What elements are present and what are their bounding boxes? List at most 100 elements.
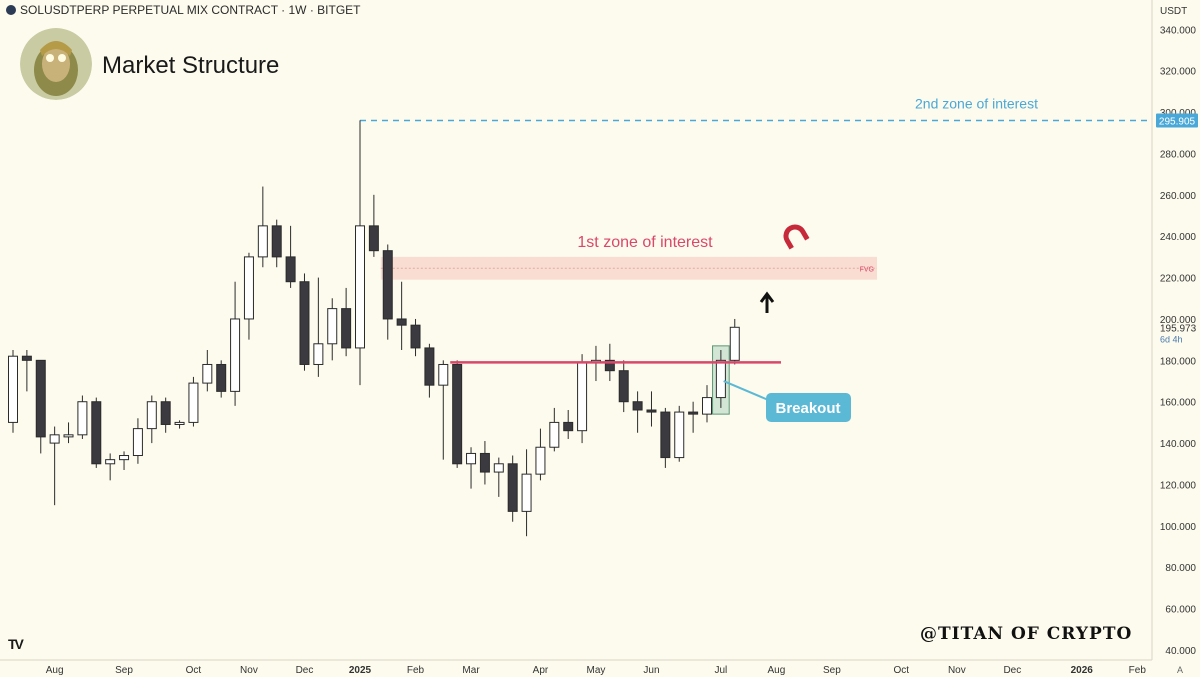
x-tick-label: Oct bbox=[894, 665, 910, 676]
price-level-label: 295.905 bbox=[1159, 117, 1196, 128]
candle-body bbox=[35, 359, 46, 438]
candle-body bbox=[341, 308, 352, 349]
candle-body bbox=[174, 421, 185, 425]
x-tick-label: Aug bbox=[768, 665, 786, 676]
exchange-logo-icon bbox=[6, 5, 16, 15]
candle-body bbox=[21, 355, 32, 361]
candle-body bbox=[77, 401, 88, 436]
x-tick-label: Feb bbox=[407, 665, 425, 676]
candle-body bbox=[452, 363, 463, 465]
x-tick-label: Dec bbox=[1003, 665, 1021, 676]
candle-body bbox=[119, 455, 130, 461]
candle-body bbox=[507, 463, 518, 512]
candle-body bbox=[368, 225, 379, 252]
candle-body bbox=[216, 363, 227, 392]
candle-body bbox=[660, 411, 671, 459]
y-tick-label: 320.000 bbox=[1160, 67, 1197, 78]
candle-body bbox=[299, 281, 310, 365]
candle-body bbox=[674, 411, 685, 459]
candle-body bbox=[535, 446, 546, 475]
y-tick-label: 220.000 bbox=[1160, 274, 1197, 285]
avatar-image bbox=[20, 28, 92, 100]
x-tick-label: Jul bbox=[714, 665, 727, 676]
y-tick-label: 240.000 bbox=[1160, 232, 1197, 243]
breakout-callout bbox=[766, 393, 851, 422]
x-tick-label: Mar bbox=[462, 665, 480, 676]
page-title: Market Structure bbox=[102, 52, 280, 79]
candle-body bbox=[132, 428, 143, 457]
y-tick-label: 160.000 bbox=[1160, 398, 1197, 409]
candle-body bbox=[355, 225, 365, 349]
y-tick-label: 80.000 bbox=[1165, 563, 1196, 574]
price-level-badge bbox=[1156, 113, 1198, 128]
y-tick-label: 100.000 bbox=[1160, 522, 1197, 533]
countdown-label: 6d 4h bbox=[1160, 334, 1183, 344]
candle-body bbox=[424, 347, 435, 386]
candle-body bbox=[8, 355, 18, 423]
y-tick-label: 60.000 bbox=[1165, 605, 1196, 616]
avatar bbox=[20, 28, 92, 100]
candle-body bbox=[549, 421, 560, 448]
y-tick-label: 340.000 bbox=[1160, 25, 1197, 36]
x-tick-label: Feb bbox=[1129, 665, 1147, 676]
x-tick-label: Sep bbox=[115, 665, 133, 676]
candle-body bbox=[729, 326, 740, 361]
x-tick-label: 2026 bbox=[1071, 665, 1094, 676]
current-price-label: 195.973 bbox=[1160, 323, 1197, 334]
y-tick-label: 120.000 bbox=[1160, 480, 1197, 491]
x-tick-label: May bbox=[587, 665, 606, 676]
breakout-label: Breakout bbox=[775, 400, 840, 417]
x-tick-label: Dec bbox=[296, 665, 314, 676]
currency-label: USDT bbox=[1160, 6, 1187, 17]
candle-body bbox=[577, 361, 588, 432]
y-tick-label: 280.000 bbox=[1160, 149, 1197, 160]
x-tick-label: 2025 bbox=[349, 665, 372, 676]
fvg-tag: FVG bbox=[860, 267, 874, 274]
candle-body bbox=[91, 401, 102, 465]
candle-body bbox=[646, 409, 657, 413]
candle-body bbox=[410, 324, 421, 349]
candle-body bbox=[243, 256, 254, 320]
candle-body bbox=[160, 401, 171, 425]
candle-body bbox=[688, 411, 699, 415]
candle-body bbox=[382, 250, 393, 320]
x-tick-label: Sep bbox=[823, 665, 841, 676]
candle-body bbox=[313, 343, 324, 365]
x-tick-label: Nov bbox=[240, 665, 258, 676]
candle-body bbox=[257, 225, 268, 258]
x-tick-label: Nov bbox=[948, 665, 966, 676]
candle-body bbox=[493, 463, 504, 473]
up-arrow-icon bbox=[759, 291, 775, 313]
candle-body bbox=[563, 421, 574, 432]
candle-body bbox=[230, 318, 241, 392]
symbol-line: SOLUSDTPERP PERPETUAL MIX CONTRACT · 1W … bbox=[20, 3, 361, 17]
candle-body bbox=[105, 459, 116, 465]
tradingview-logo[interactable]: TV bbox=[8, 636, 24, 652]
x-tick-label: Jun bbox=[643, 665, 659, 676]
y-tick-label: 200.000 bbox=[1160, 315, 1197, 326]
first-zone-label: 1st zone of interest bbox=[577, 234, 713, 251]
candle-body bbox=[715, 359, 726, 399]
y-tick-label: 180.000 bbox=[1160, 356, 1197, 367]
candle-body bbox=[271, 225, 282, 258]
magnet-icon bbox=[783, 224, 810, 250]
candle-body bbox=[327, 308, 338, 345]
candle-body bbox=[188, 382, 199, 423]
candle-body bbox=[438, 363, 449, 386]
x-tick-label: Oct bbox=[186, 665, 202, 676]
candle-body bbox=[604, 359, 615, 372]
candle-body bbox=[618, 370, 629, 403]
auto-scale-label: A bbox=[1177, 665, 1183, 675]
candle-body bbox=[396, 318, 407, 326]
x-tick-label: Apr bbox=[533, 665, 549, 676]
candle-body bbox=[632, 401, 643, 411]
candle-body bbox=[146, 401, 157, 430]
candle-body bbox=[466, 452, 477, 465]
candle-body bbox=[49, 434, 60, 444]
candle-body bbox=[63, 434, 74, 438]
x-tick-label: Aug bbox=[46, 665, 64, 676]
y-tick-label: 40.000 bbox=[1165, 646, 1196, 657]
candle-body bbox=[521, 473, 532, 512]
second-zone-label: 2nd zone of interest bbox=[915, 96, 1038, 112]
